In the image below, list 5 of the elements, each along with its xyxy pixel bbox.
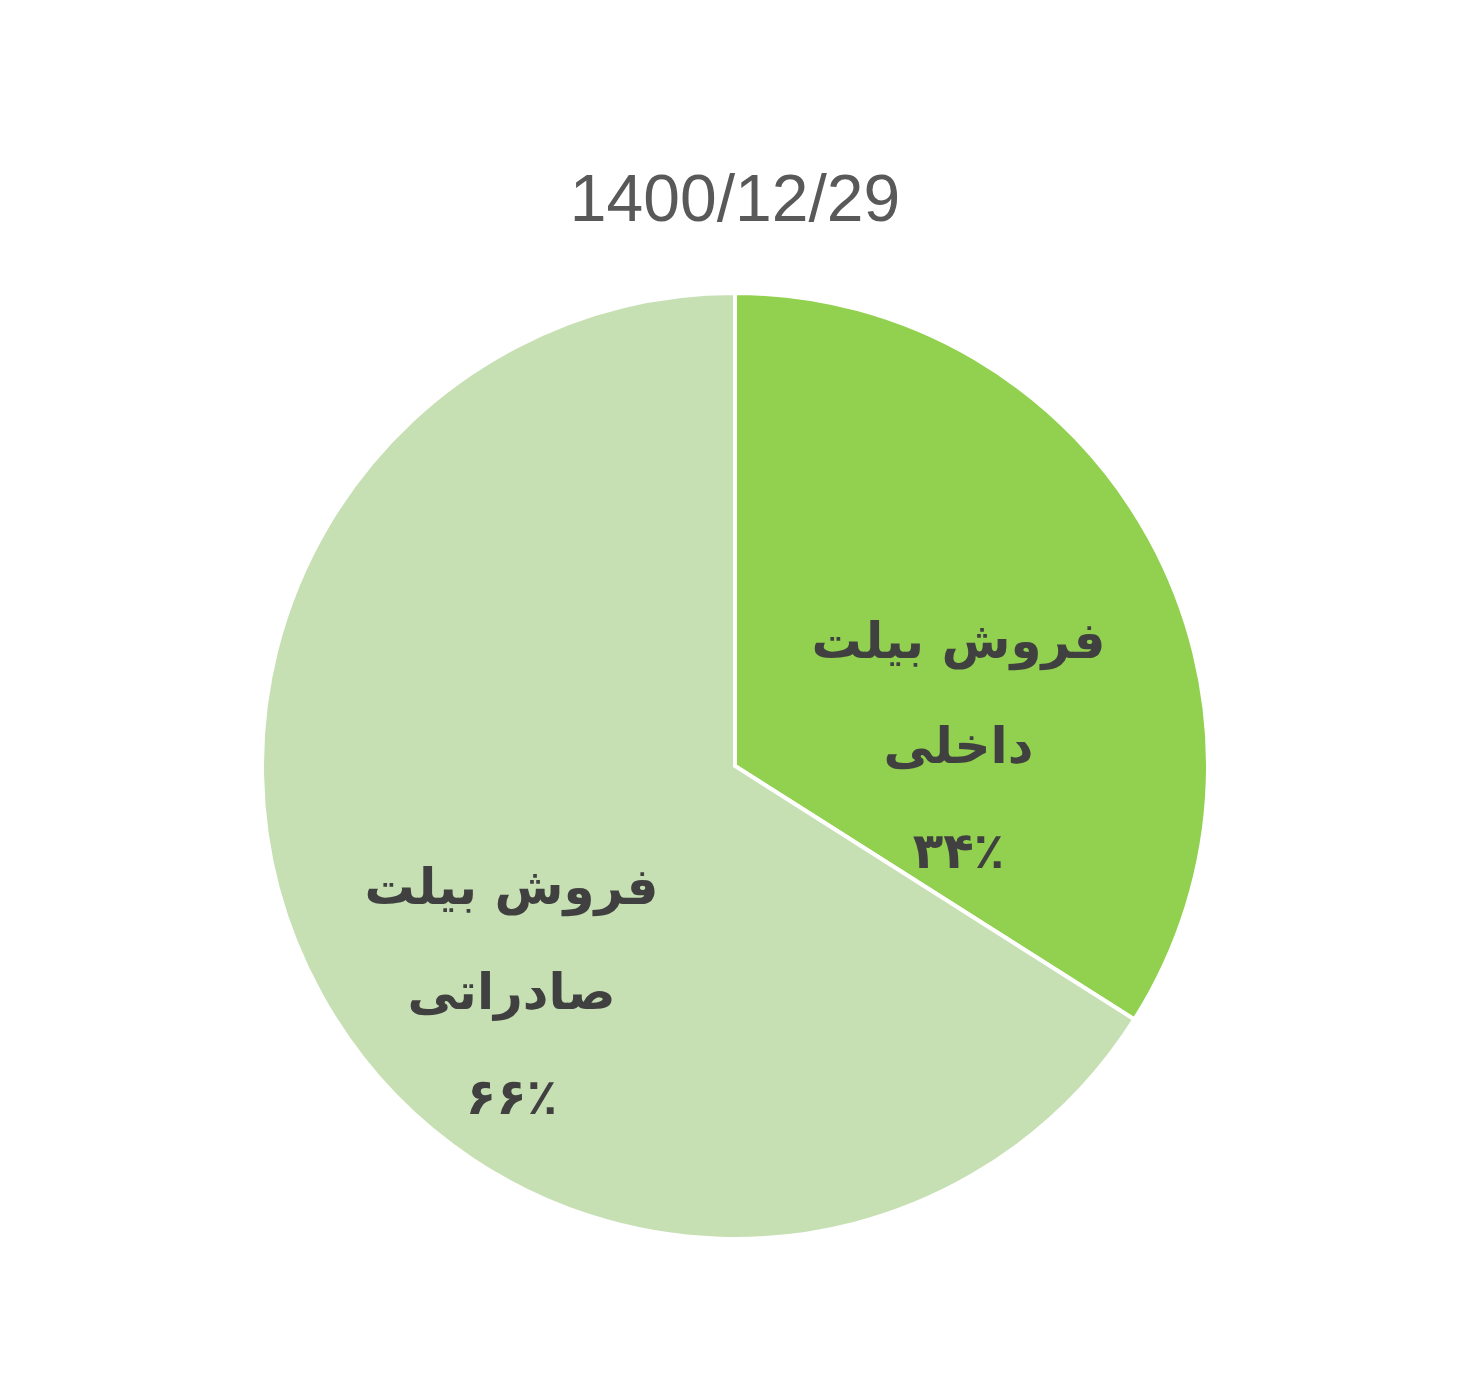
chart-title: 1400/12/29 — [569, 161, 901, 235]
data-label: ۳۴٪ — [912, 822, 1005, 881]
slice-label: فروش بیلت صادراتی — [364, 857, 659, 1021]
slice-label: فروش بیلت داخلی — [811, 612, 1106, 776]
data-label: ۶۶٪ — [465, 1067, 558, 1126]
